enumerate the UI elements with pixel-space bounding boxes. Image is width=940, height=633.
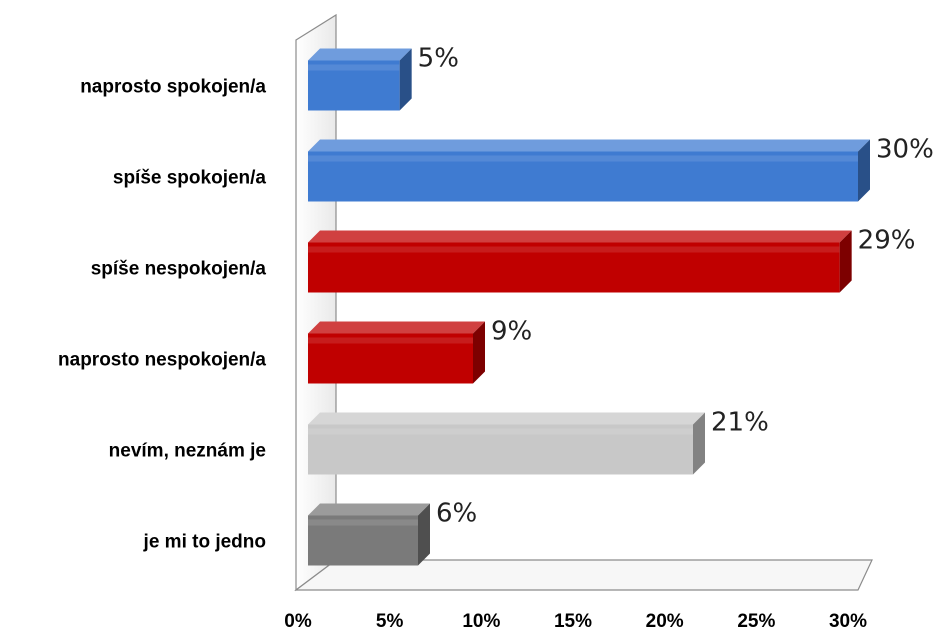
x-axis-ticks: 0% 5% 10% 15% 20% 25% 30% xyxy=(284,611,867,632)
category-label: je mi to jedno xyxy=(143,532,266,553)
category-label: naprosto nespokojen/a xyxy=(58,350,266,371)
category-label: nevím, neznám je xyxy=(109,441,266,462)
x-tick-label: 15% xyxy=(554,611,592,632)
x-tick-label: 5% xyxy=(376,611,404,632)
x-tick-label: 0% xyxy=(284,611,312,632)
data-label: 29% xyxy=(858,226,916,256)
x-tick-label: 25% xyxy=(737,611,775,632)
bar xyxy=(308,230,852,293)
data-label: 5% xyxy=(418,44,459,74)
bars-group xyxy=(308,48,870,566)
category-label: naprosto spokojen/a xyxy=(80,77,266,98)
data-label: 6% xyxy=(436,499,477,529)
data-label: 21% xyxy=(711,408,769,438)
bar xyxy=(308,139,870,202)
x-tick-label: 20% xyxy=(646,611,684,632)
data-label: 30% xyxy=(876,135,934,165)
x-tick-label: 30% xyxy=(829,611,867,632)
bar xyxy=(308,412,705,475)
category-label: spíše spokojen/a xyxy=(113,168,267,189)
x-tick-label: 10% xyxy=(462,611,500,632)
floor xyxy=(294,559,873,591)
category-labels: naprosto spokojen/a spíše spokojen/a spíše… xyxy=(58,77,266,553)
bar xyxy=(308,503,430,566)
bar xyxy=(308,48,412,111)
category-label: spíše nespokojen/a xyxy=(91,259,267,280)
data-label: 9% xyxy=(491,317,532,347)
bar xyxy=(308,321,485,384)
data-labels: 5% 30% 29% 9% 21% 6% xyxy=(418,44,934,529)
